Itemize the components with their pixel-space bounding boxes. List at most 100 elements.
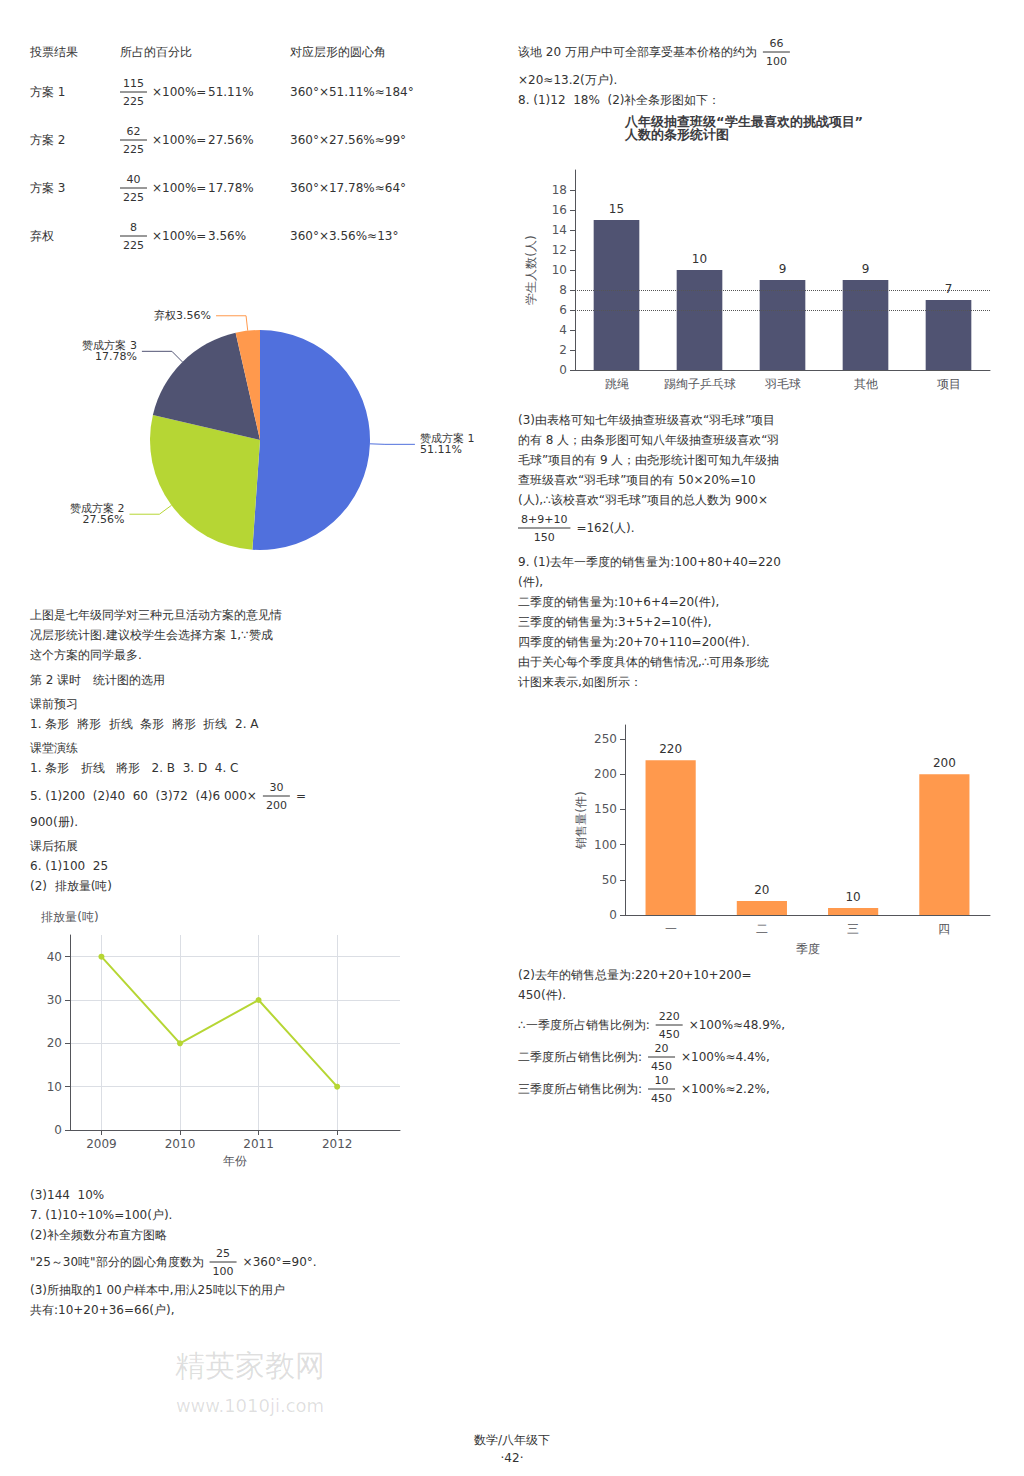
svg-text:弃权: 弃权 xyxy=(30,229,54,243)
svg-text:"25～30吨"部分的圆心角度数为: "25～30吨"部分的圆心角度数为 xyxy=(30,1255,204,1269)
svg-text:方案 2: 方案 2 xyxy=(30,133,65,147)
svg-text:弃权3.56%: 弃权3.56% xyxy=(154,309,211,322)
svg-text:250: 250 xyxy=(594,732,617,746)
svg-text:40: 40 xyxy=(126,173,140,186)
svg-text:季度: 季度 xyxy=(796,942,820,956)
svg-text:×100%=: ×100%= xyxy=(152,229,206,243)
svg-text:4: 4 xyxy=(559,323,567,337)
svg-text:踢绚子乒乓球: 踢绚子乒乓球 xyxy=(664,377,736,391)
svg-text:×100%≈48.9%,: ×100%≈48.9%, xyxy=(689,1018,785,1032)
svg-text:360°×3.56%≈13°: 360°×3.56%≈13° xyxy=(290,229,398,243)
svg-text:课前预习: 课前预习 xyxy=(30,697,78,711)
svg-text:9: 9 xyxy=(779,262,787,276)
svg-text:6: 6 xyxy=(559,303,567,317)
svg-text:40: 40 xyxy=(47,950,62,964)
svg-text:学生人数(人): 学生人数(人) xyxy=(524,235,538,304)
svg-text:上图是七年级同学对三种元旦活动方案的意见情: 上图是七年级同学对三种元旦活动方案的意见情 xyxy=(30,608,282,622)
svg-text:6. (1)100 25: 6. (1)100 25 xyxy=(30,859,108,873)
svg-text:450(件).: 450(件). xyxy=(518,988,566,1002)
svg-text:第 2 课时 统计图的选用: 第 2 课时 统计图的选用 xyxy=(30,673,165,687)
svg-text:×20≈13.2(万户).: ×20≈13.2(万户). xyxy=(518,73,617,87)
svg-text:115: 115 xyxy=(123,77,144,90)
svg-text:360°×27.56%≈99°: 360°×27.56%≈99° xyxy=(290,133,406,147)
svg-text:二: 二 xyxy=(756,922,768,936)
svg-text:7: 7 xyxy=(945,282,953,296)
svg-text:课堂演练: 课堂演练 xyxy=(30,741,78,755)
svg-text:27.56%: 27.56% xyxy=(208,133,254,147)
svg-text:16: 16 xyxy=(552,203,567,217)
svg-text:(件),: (件), xyxy=(518,575,543,589)
svg-text:450: 450 xyxy=(651,1060,672,1073)
svg-text:所占的百分比: 所占的百分比 xyxy=(120,45,192,59)
svg-text:50: 50 xyxy=(602,873,617,887)
svg-text:=: = xyxy=(296,789,306,803)
svg-text:×100%≈4.4%,: ×100%≈4.4%, xyxy=(681,1050,770,1064)
svg-text:8: 8 xyxy=(130,221,137,234)
svg-text:100: 100 xyxy=(766,55,787,68)
svg-text:225: 225 xyxy=(123,95,144,108)
svg-text:62: 62 xyxy=(126,125,140,138)
svg-text:12: 12 xyxy=(552,243,567,257)
svg-text:×100%=: ×100%= xyxy=(152,133,206,147)
svg-text:14: 14 xyxy=(552,223,567,237)
svg-text:66: 66 xyxy=(769,37,783,50)
svg-text:项目: 项目 xyxy=(937,377,961,391)
svg-text:200: 200 xyxy=(594,767,617,781)
svg-text:×100%≈2.2%,: ×100%≈2.2%, xyxy=(681,1082,770,1096)
svg-text:年份: 年份 xyxy=(223,1154,247,1168)
svg-text:(2)补全频数分布直方图略: (2)补全频数分布直方图略 xyxy=(30,1228,167,1242)
svg-text:360°×51.11%≈184°: 360°×51.11%≈184° xyxy=(290,85,414,99)
svg-text:二季度的销售量为:10+6+4=20(件),: 二季度的销售量为:10+6+4=20(件), xyxy=(518,595,719,609)
svg-text:∴一季度所占销售比例为:: ∴一季度所占销售比例为: xyxy=(518,1018,650,1032)
svg-text:销售量(件): 销售量(件) xyxy=(574,791,588,849)
svg-text:(3)所抽取的1 00户样本中,用汄25吨以下的用户: (3)所抽取的1 00户样本中,用汄25吨以下的用户 xyxy=(30,1283,285,1297)
svg-text:2012: 2012 xyxy=(322,1137,353,1151)
svg-text:www.1010ji.com: www.1010ji.com xyxy=(176,1395,324,1416)
svg-text:(人),∴该校喜欢“羽毛球”项目的总人数为 900×: (人),∴该校喜欢“羽毛球”项目的总人数为 900× xyxy=(518,493,768,507)
svg-text:方案 3: 方案 3 xyxy=(30,181,65,195)
svg-text:30: 30 xyxy=(47,993,62,1007)
svg-text:排放量(吨): 排放量(吨) xyxy=(41,910,98,924)
svg-text:×100%=: ×100%= xyxy=(152,181,206,195)
svg-text:羽毛球: 羽毛球 xyxy=(764,377,801,391)
svg-text:2010: 2010 xyxy=(165,1137,196,1151)
svg-text:查班级喜欢“羽毛球”项目的有 50×20%=10: 查班级喜欢“羽毛球”项目的有 50×20%=10 xyxy=(518,473,756,487)
svg-text:一: 一 xyxy=(665,922,677,936)
svg-text:(3)由表格可知七年级抽查班级喜欢“羽毛球”项目: (3)由表格可知七年级抽查班级喜欢“羽毛球”项目 xyxy=(518,413,775,427)
svg-text:四: 四 xyxy=(938,922,950,936)
svg-text:毛球”项目的有 9 人；由尧形统计图可知九年级抽: 毛球”项目的有 9 人；由尧形统计图可知九年级抽 xyxy=(518,453,779,467)
svg-text:27.56%: 27.56% xyxy=(82,513,124,526)
svg-text:8: 8 xyxy=(559,283,567,297)
svg-text:2011: 2011 xyxy=(243,1137,274,1151)
svg-text:精英家教网: 精英家教网 xyxy=(175,1348,325,1383)
svg-text:(2)去年的销售总量为:220+20+10+200=: (2)去年的销售总量为:220+20+10+200= xyxy=(518,968,752,982)
svg-text:跳绳: 跳绳 xyxy=(605,377,629,391)
svg-text:9: 9 xyxy=(862,262,870,276)
svg-text:10: 10 xyxy=(692,252,707,266)
svg-text:900(册).: 900(册). xyxy=(30,815,78,829)
svg-text:225: 225 xyxy=(123,239,144,252)
svg-text:51.11%: 51.11% xyxy=(208,85,254,99)
svg-text:3.56%: 3.56% xyxy=(208,229,246,243)
svg-text:10: 10 xyxy=(47,1080,62,1094)
svg-text:=162(人).: =162(人). xyxy=(576,521,634,535)
svg-text:15: 15 xyxy=(609,202,624,216)
svg-text:9. (1)去年一季度的销售量为:100+80+40=220: 9. (1)去年一季度的销售量为:100+80+40=220 xyxy=(518,555,781,569)
svg-text:17.78%: 17.78% xyxy=(208,181,254,195)
svg-text:17.78%: 17.78% xyxy=(95,350,137,363)
svg-text:200: 200 xyxy=(266,799,287,812)
svg-text:7. (1)10÷10%=100(户).: 7. (1)10÷10%=100(户). xyxy=(30,1208,172,1222)
svg-text:×100%=: ×100%= xyxy=(152,85,206,99)
svg-text:0: 0 xyxy=(54,1123,62,1137)
svg-text:课后拓展: 课后拓展 xyxy=(30,839,78,853)
svg-text:360°×17.78%≈64°: 360°×17.78%≈64° xyxy=(290,181,406,195)
svg-text:投票结果: 投票结果 xyxy=(29,45,78,59)
svg-text:0: 0 xyxy=(559,363,567,377)
svg-text:20: 20 xyxy=(655,1042,669,1055)
svg-text:2: 2 xyxy=(559,343,567,357)
svg-text:三季度所占销售比例为:: 三季度所占销售比例为: xyxy=(518,1082,642,1096)
svg-text:由于关心每个季度具体的销售情况,∴可用条形统: 由于关心每个季度具体的销售情况,∴可用条形统 xyxy=(518,655,769,669)
svg-text:225: 225 xyxy=(123,143,144,156)
svg-text:1. 条形 折线 將形 2. B 3. D: 1. 条形 折线 將形 2. B 3. D 4. C xyxy=(30,761,239,775)
svg-text:200: 200 xyxy=(933,756,956,770)
